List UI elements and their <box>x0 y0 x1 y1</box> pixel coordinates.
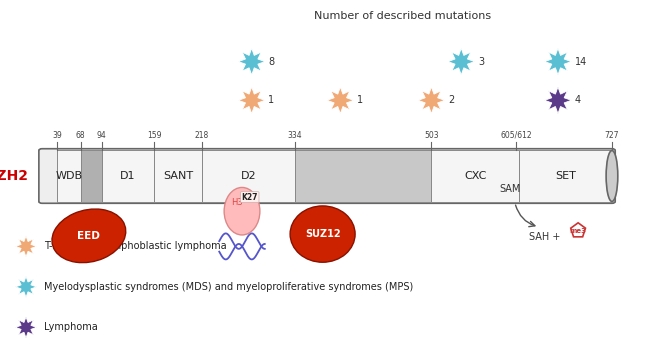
PathPatch shape <box>16 236 36 257</box>
Bar <box>295 151 432 201</box>
Text: 4: 4 <box>575 95 580 105</box>
Ellipse shape <box>606 151 618 201</box>
Text: D1: D1 <box>120 171 136 181</box>
Text: EZH2: EZH2 <box>0 169 29 183</box>
PathPatch shape <box>239 87 265 114</box>
Text: 2: 2 <box>448 95 454 105</box>
Text: 8: 8 <box>268 57 274 67</box>
PathPatch shape <box>327 87 354 114</box>
Text: T-cell acute lymphoblastic lymphoma: T-cell acute lymphoblastic lymphoma <box>44 241 227 251</box>
Text: H3: H3 <box>231 198 242 207</box>
Text: 94: 94 <box>97 131 107 140</box>
Text: 503: 503 <box>424 131 439 140</box>
Text: 605/612: 605/612 <box>500 131 532 140</box>
Text: WDB: WDB <box>55 171 83 181</box>
Bar <box>519 151 612 201</box>
Text: EED: EED <box>77 231 100 241</box>
Text: 727: 727 <box>604 131 619 140</box>
PathPatch shape <box>448 48 474 75</box>
PathPatch shape <box>239 48 265 75</box>
Text: SUZ12: SUZ12 <box>305 229 341 239</box>
PathPatch shape <box>545 48 571 75</box>
Text: Myelodysplastic syndromes (MDS) and myeloproliferative syndromes (MPS): Myelodysplastic syndromes (MDS) and myel… <box>44 282 413 292</box>
Bar <box>154 151 202 201</box>
Text: 334: 334 <box>288 131 302 140</box>
Text: SAH +: SAH + <box>528 232 560 242</box>
Text: 39: 39 <box>53 131 62 140</box>
Text: 218: 218 <box>194 131 209 140</box>
Text: CXC: CXC <box>464 171 487 181</box>
Bar <box>432 151 519 201</box>
Text: SANT: SANT <box>163 171 193 181</box>
Bar <box>102 151 154 201</box>
Polygon shape <box>571 223 586 237</box>
Text: 68: 68 <box>76 131 86 140</box>
Text: K27: K27 <box>242 193 258 202</box>
PathPatch shape <box>16 317 36 338</box>
Text: 14: 14 <box>575 57 587 67</box>
Text: 159: 159 <box>147 131 161 140</box>
Text: 1: 1 <box>357 95 363 105</box>
Bar <box>81 151 102 201</box>
Text: me3: me3 <box>569 227 586 234</box>
PathPatch shape <box>16 276 36 297</box>
Text: SAM: SAM <box>499 184 520 194</box>
Bar <box>202 151 295 201</box>
Ellipse shape <box>224 187 260 235</box>
Text: Lymphoma: Lymphoma <box>44 322 98 332</box>
Bar <box>57 151 81 201</box>
Ellipse shape <box>290 206 355 262</box>
FancyBboxPatch shape <box>39 149 615 203</box>
Text: SET: SET <box>555 171 576 181</box>
PathPatch shape <box>545 87 571 114</box>
Ellipse shape <box>52 209 126 263</box>
Text: D2: D2 <box>240 171 256 181</box>
Text: 3: 3 <box>478 57 484 67</box>
Text: Number of described mutations: Number of described mutations <box>315 11 491 20</box>
Text: 1: 1 <box>268 95 274 105</box>
PathPatch shape <box>418 87 445 114</box>
